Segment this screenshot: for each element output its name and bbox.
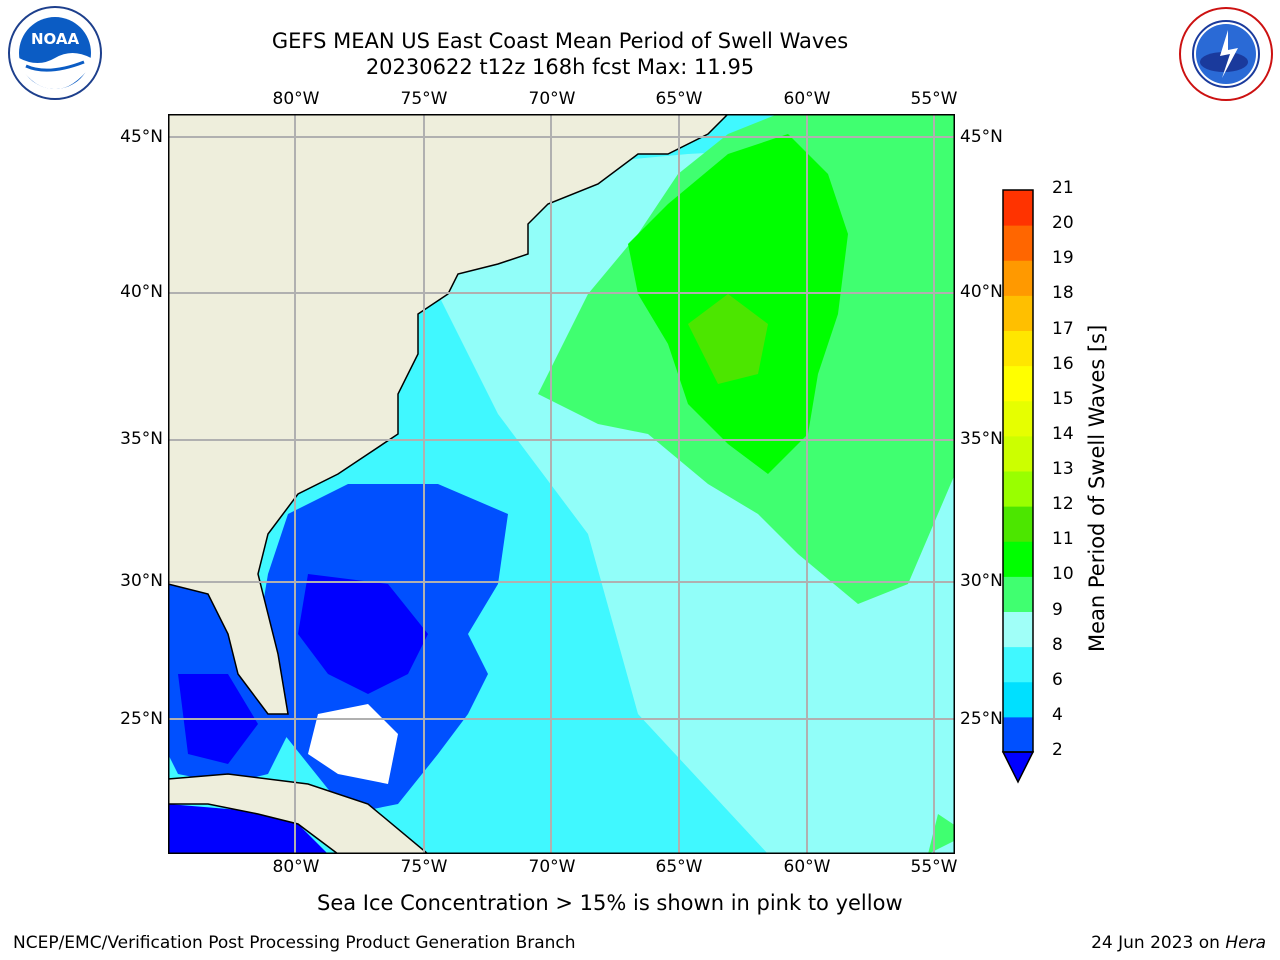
colorbar-tick-label: 15: [1052, 388, 1074, 409]
colorbar-swatch: [1003, 330, 1033, 367]
chart-title: GEFS MEAN US East Coast Mean Period of S…: [271, 29, 849, 53]
colorbar-swatch: [1003, 506, 1033, 542]
colorbar-tick-label: 16: [1052, 353, 1074, 374]
lon-label-top-60w: 60°W: [783, 89, 831, 109]
colorbar-tick-label: 2: [1052, 740, 1063, 760]
colorbar-swatch: [1003, 260, 1033, 296]
sea-ice-note: Sea Ice Concentration > 15% is shown in …: [317, 891, 903, 915]
lat-label-left-25n: 25°N: [120, 709, 163, 729]
lat-label-right-25n: 25°N: [960, 709, 1003, 729]
colorbar-tick-label: 6: [1052, 669, 1063, 690]
map-panel: [167, 113, 968, 855]
lon-label-bottom-75w: 75°W: [400, 857, 448, 877]
nws-logo: [1178, 6, 1274, 102]
colorbar-tick-label: 4: [1052, 704, 1063, 725]
colorbar-tick-label: 19: [1052, 248, 1074, 269]
lat-label-left-30n: 30°N: [120, 571, 163, 591]
colorbar-tick-label: 12: [1052, 494, 1074, 515]
colorbar-swatch: [1003, 365, 1033, 402]
colorbar-tick-label: 8: [1052, 634, 1063, 655]
lon-label-top-65w: 65°W: [655, 89, 703, 109]
colorbar-swatch: [1003, 646, 1033, 683]
colorbar-swatch: [1003, 541, 1033, 577]
colorbar-tick-label: 21: [1052, 178, 1074, 198]
lon-label-bottom-55w: 55°W: [910, 857, 958, 877]
lat-label-right-35n: 35°N: [960, 429, 1003, 449]
colorbar-tick-label: 18: [1052, 283, 1074, 304]
lat-label-right-40n: 40°N: [960, 282, 1003, 302]
lon-label-top-80w: 80°W: [272, 89, 320, 109]
lon-label-bottom-60w: 60°W: [783, 857, 831, 877]
footer-date-text: 24 Jun 2023 on: [1091, 933, 1220, 953]
colorbar-tick-label: 9: [1052, 599, 1063, 620]
lon-label-bottom-70w: 70°W: [528, 857, 576, 877]
lon-label-top-55w: 55°W: [910, 89, 958, 109]
colorbar-ticks: 2 4 6 8 9 10 11 12 13 14 15 16 17 18 19 20 21: [1052, 178, 1092, 770]
colorbar-tick-label: 11: [1052, 529, 1074, 550]
colorbar-tick-label: 17: [1052, 318, 1074, 339]
footer-date: 24 Jun 2023 on Hera: [1091, 933, 1266, 953]
colorbar-graphic: [1001, 189, 1035, 784]
colorbar-swatch: [1003, 295, 1033, 331]
colorbar: [1000, 186, 1036, 786]
chart-subtitle: 20230622 t12z 168h fcst Max: 11.95: [365, 55, 755, 79]
colorbar-swatch: [1003, 400, 1033, 437]
colorbar-tick-label: 13: [1052, 459, 1074, 479]
lat-label-left-45n: 45°N: [120, 127, 163, 147]
colorbar-swatch: [1003, 435, 1033, 472]
colorbar-label: Mean Period of Swell Waves [s]: [1085, 324, 1109, 652]
colorbar-swatch: [1003, 190, 1033, 226]
colorbar-tick-label: 14: [1052, 423, 1074, 444]
colorbar-swatch: [1003, 611, 1033, 648]
colorbar-outline: [1002, 189, 1034, 753]
colorbar-tick-label: 10: [1052, 564, 1074, 585]
colorbar-swatch: [1003, 576, 1033, 612]
footer-host: Hera: [1225, 933, 1266, 953]
colorbar-swatch: [1003, 681, 1033, 718]
colorbar-swatch: [1003, 716, 1033, 753]
lat-label-left-35n: 35°N: [120, 429, 163, 449]
lon-label-bottom-80w: 80°W: [272, 857, 320, 877]
colorbar-swatch: [1003, 471, 1033, 507]
swell-period-map: [167, 113, 968, 855]
footer-credit: NCEP/EMC/Verification Post Processing Pr…: [13, 933, 576, 953]
lon-label-top-75w: 75°W: [400, 89, 448, 109]
lat-label-left-40n: 40°N: [120, 282, 163, 302]
lon-label-top-70w: 70°W: [528, 89, 576, 109]
lon-label-bottom-65w: 65°W: [655, 857, 703, 877]
noaa-logo: NOAA: [8, 6, 102, 100]
svg-text:NOAA: NOAA: [31, 30, 80, 48]
lat-label-right-45n: 45°N: [960, 127, 1003, 147]
colorbar-tick-label: 20: [1052, 213, 1074, 234]
colorbar-swatch: [1003, 225, 1033, 261]
colorbar-under-arrow: [1001, 751, 1035, 784]
lat-label-right-30n: 30°N: [960, 571, 1003, 591]
